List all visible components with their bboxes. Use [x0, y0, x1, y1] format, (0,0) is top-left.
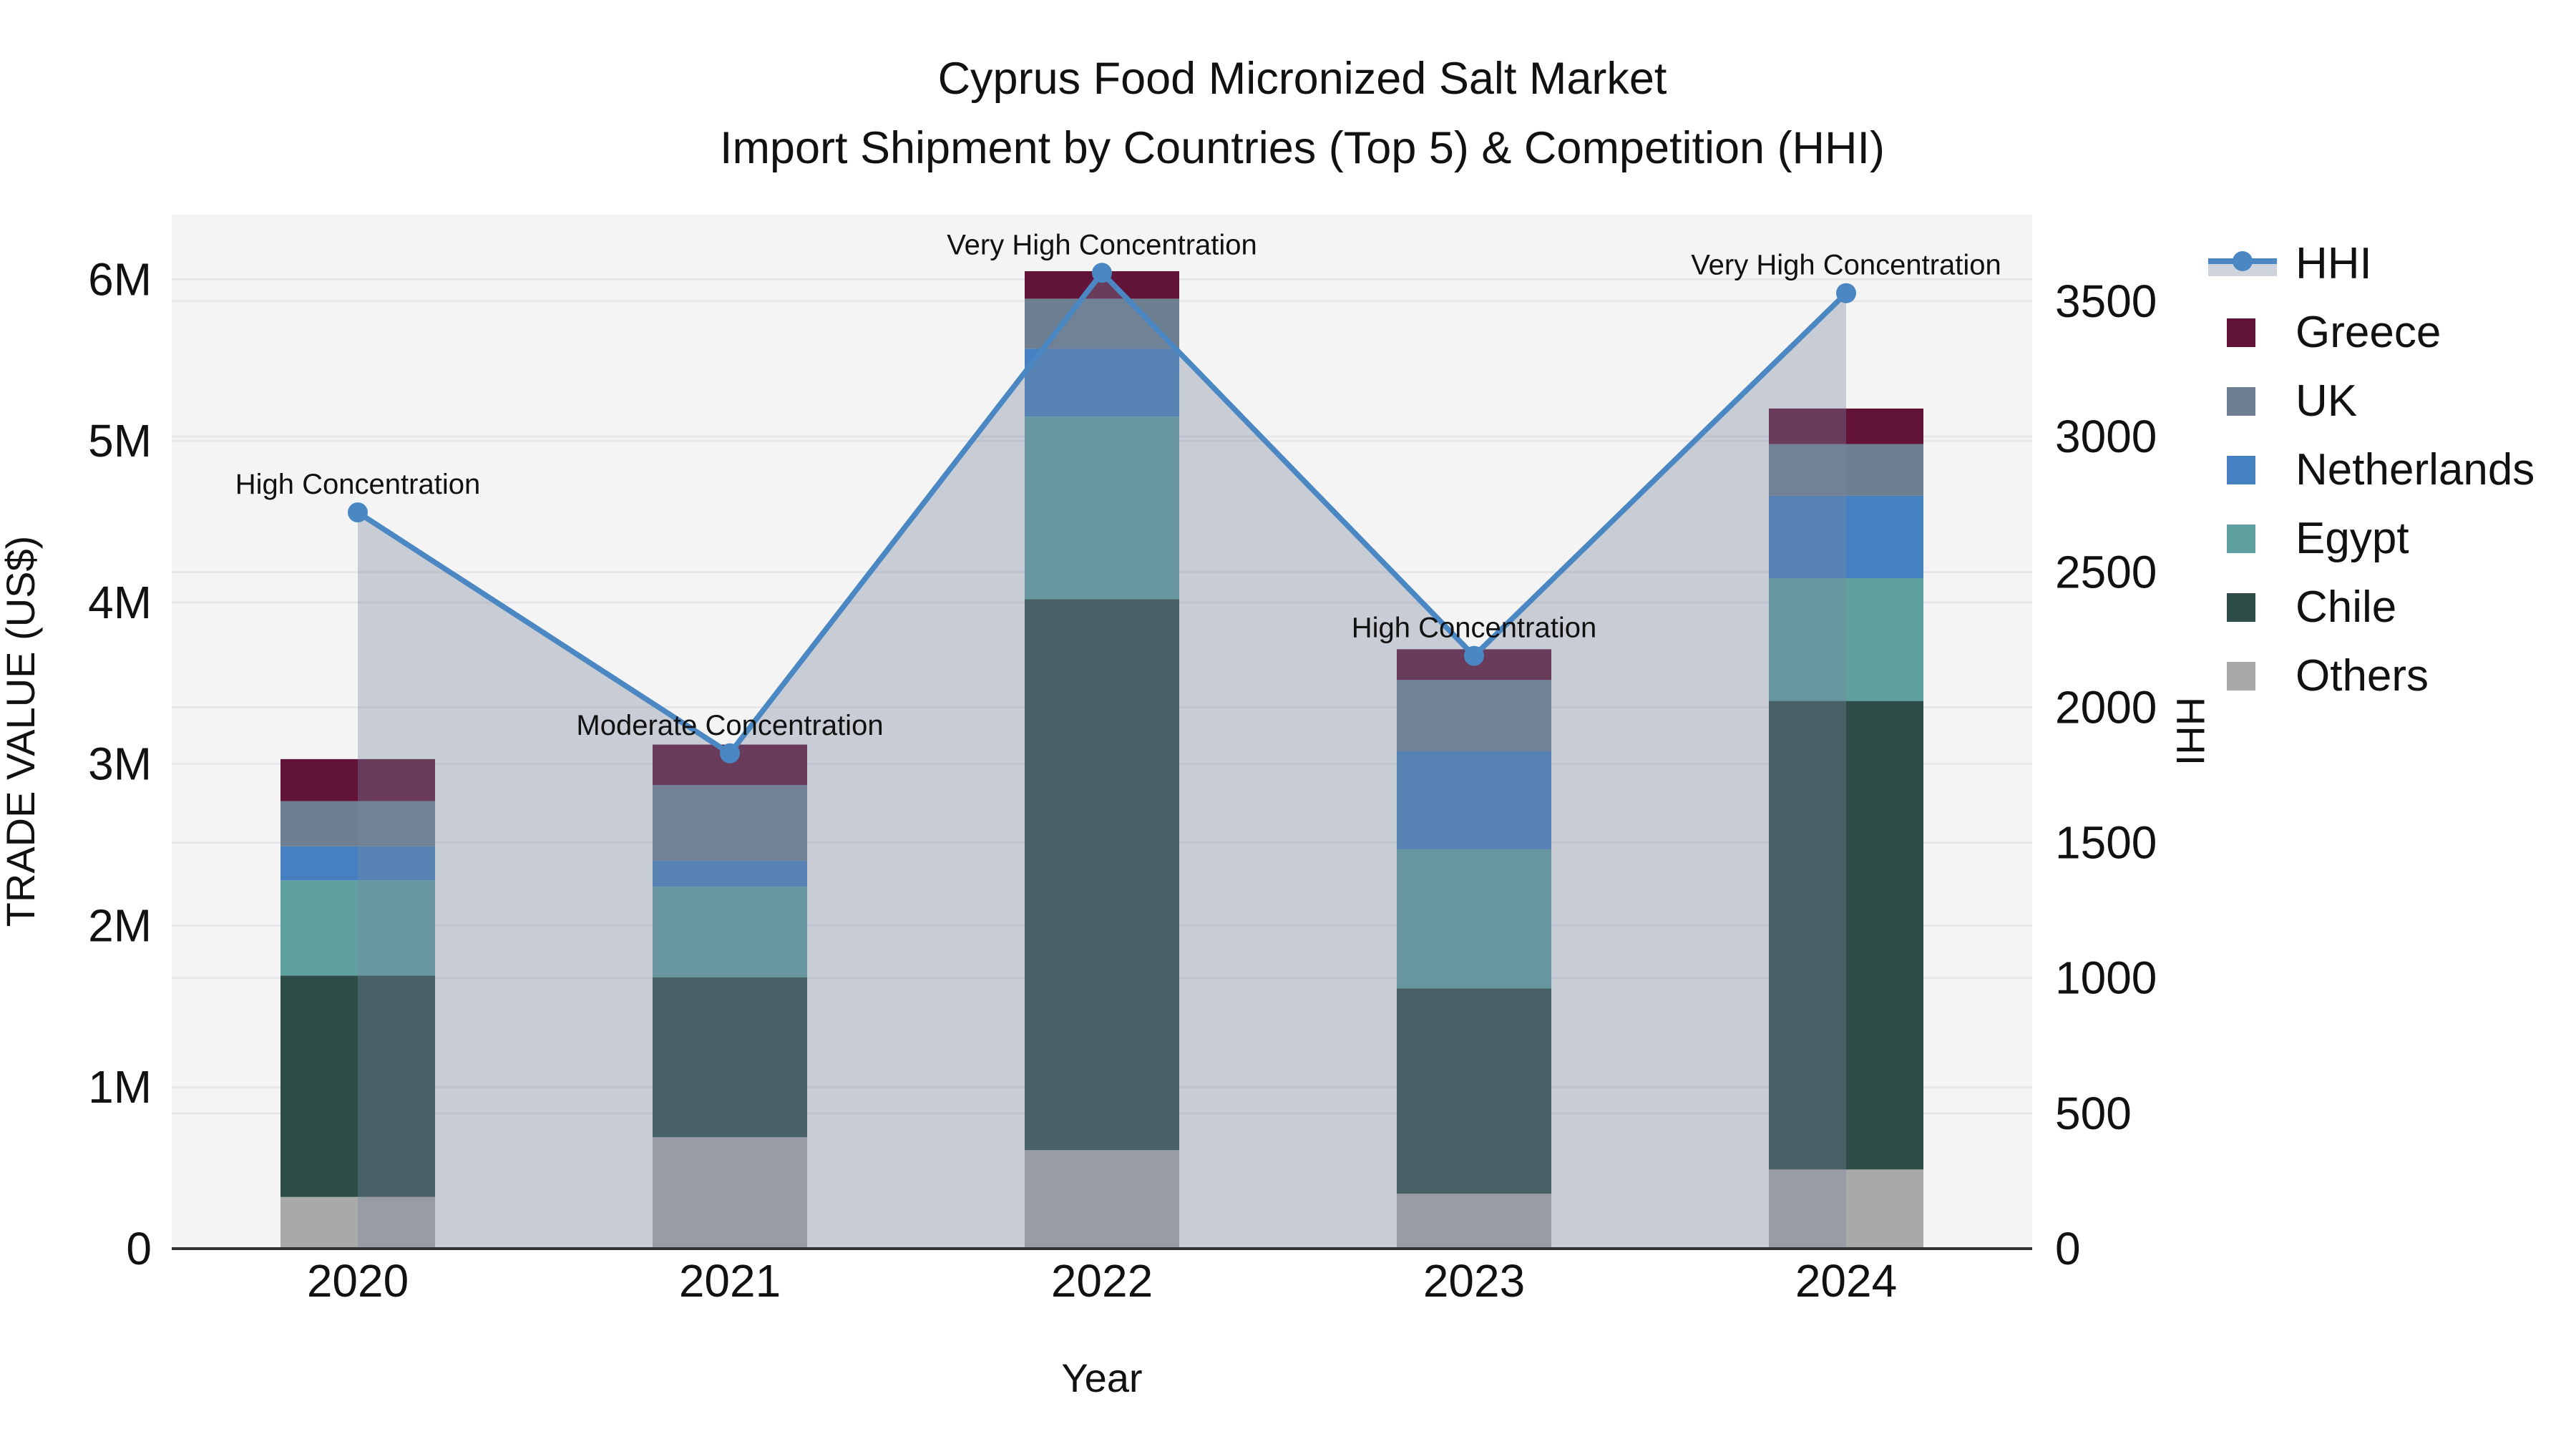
- annotation-label: High Concentration: [235, 469, 480, 500]
- legend-color-patch: [2227, 593, 2255, 622]
- bar-segment-uk: [653, 785, 807, 862]
- hhi-markers-layer: [348, 263, 1856, 763]
- bar-segment-egypt: [653, 887, 807, 977]
- legend-item-label: Chile: [2296, 582, 2397, 632]
- legend-item-label: UK: [2296, 376, 2358, 426]
- legend-color-patch: [2227, 387, 2255, 416]
- legend-item-others: Others: [2208, 641, 2534, 710]
- legend-color-patch: [2227, 318, 2255, 347]
- annotation-label: Moderate Concentration: [576, 710, 883, 741]
- y-tick-right: 2000: [2055, 681, 2157, 733]
- y-tick-right: 3500: [2055, 275, 2157, 327]
- annotation-label: Very High Concentration: [1691, 250, 2001, 281]
- bar-segment-netherlands: [653, 861, 807, 887]
- tick-labels-layer: 0 1M 2M 3M 4M 5M 6M 0 500 1000 1500 2000 2500 3000 350…: [88, 253, 2157, 1307]
- bar-segment-chile: [280, 975, 435, 1197]
- bar-segment-others: [280, 1196, 435, 1249]
- bar-segment-egypt: [1769, 578, 1923, 701]
- chart-title: Cyprus Food Micronized Salt Market Impor…: [0, 44, 2576, 183]
- x-tick-year: 2022: [1051, 1255, 1153, 1307]
- legend-item-label: HHI: [2296, 238, 2372, 288]
- legend-swatch: [2208, 660, 2277, 691]
- bar-segment-chile: [653, 977, 807, 1138]
- bar-segment-others: [1025, 1150, 1179, 1249]
- bar-segment-netherlands: [1025, 348, 1179, 417]
- y-tick-right: 2500: [2055, 546, 2157, 597]
- y-tick-right: 1000: [2055, 952, 2157, 1004]
- annotation-label: Very High Concentration: [947, 229, 1257, 260]
- legend-item-netherlands: Netherlands: [2208, 435, 2534, 504]
- legend-swatch: [2208, 522, 2277, 554]
- y-tick-left: 1M: [88, 1061, 152, 1113]
- bar-segment-others: [1397, 1194, 1551, 1249]
- y-tick-left: 4M: [88, 577, 152, 628]
- legend-swatch: [2208, 385, 2277, 416]
- legend: HHI Greece UK Netherlands Egypt Chile Others: [2208, 229, 2534, 710]
- y-tick-right: 500: [2055, 1088, 2132, 1139]
- chart-title-line1: Cyprus Food Micronized Salt Market: [937, 54, 1667, 104]
- bar-segment-egypt: [280, 880, 435, 976]
- legend-item-label: Egypt: [2296, 513, 2409, 563]
- legend-item-uk: UK: [2208, 366, 2534, 435]
- legend-swatch: [2208, 591, 2277, 623]
- legend-item-hhi: HHI: [2208, 229, 2534, 298]
- bar-segment-others: [653, 1137, 807, 1249]
- y-tick-left: 0: [126, 1223, 152, 1274]
- x-tick-year: 2021: [679, 1255, 781, 1307]
- legend-item-egypt: Egypt: [2208, 504, 2534, 572]
- x-tick-year: 2020: [307, 1255, 409, 1307]
- hhi-area: [358, 273, 1846, 1249]
- legend-item-label: Others: [2296, 650, 2429, 701]
- y-tick-left: 6M: [88, 253, 152, 305]
- hhi-marker: [1464, 645, 1484, 666]
- bar-segment-egypt: [1397, 849, 1551, 989]
- x-axis-label: Year: [1061, 1355, 1142, 1400]
- bar-segment-netherlands: [1397, 751, 1551, 850]
- bar-segment-greece: [1769, 408, 1923, 444]
- hhi-marker: [1836, 283, 1856, 303]
- bar-segment-chile: [1397, 988, 1551, 1194]
- bar-segment-egypt: [1025, 416, 1179, 600]
- x-tick-year: 2023: [1423, 1255, 1525, 1307]
- chart-title-line2: Import Shipment by Countries (Top 5) & C…: [719, 123, 1885, 173]
- legend-color-patch: [2227, 525, 2255, 553]
- bar-segment-chile: [1769, 701, 1923, 1170]
- hhi-marker-swatch: [2233, 251, 2253, 271]
- legend-item-label: Netherlands: [2296, 444, 2535, 494]
- bar-segment-greece: [280, 758, 435, 801]
- legend-color-patch: [2227, 456, 2255, 484]
- annotations-layer: High Concentration Moderate Concentration…: [235, 229, 2001, 741]
- hhi-line-swatch: [2208, 248, 2277, 279]
- y-axis-label-right: HHI: [2168, 697, 2213, 766]
- legend-swatch: [2208, 454, 2277, 485]
- hhi-marker: [1092, 263, 1112, 283]
- legend-swatch: [2208, 316, 2277, 348]
- y-tick-left: 3M: [88, 738, 152, 790]
- annotation-label: High Concentration: [1352, 613, 1596, 644]
- bar-segment-uk: [280, 801, 435, 847]
- y-tick-left: 2M: [88, 899, 152, 951]
- legend-item-greece: Greece: [2208, 298, 2534, 366]
- hhi-marker: [720, 743, 740, 763]
- legend-item-chile: Chile: [2208, 572, 2534, 641]
- y-axis-label-left: TRADE VALUE (US$): [0, 536, 43, 927]
- hhi-area-layer: [358, 273, 1846, 1249]
- bar-segment-netherlands: [1769, 495, 1923, 579]
- x-tick-year: 2024: [1795, 1255, 1897, 1307]
- y-tick-left: 5M: [88, 415, 152, 467]
- y-tick-right: 0: [2055, 1223, 2081, 1274]
- bar-segment-uk: [1769, 444, 1923, 496]
- bars-layer: [280, 271, 1923, 1249]
- bar-segment-others: [1769, 1169, 1923, 1249]
- y-tick-right: 3000: [2055, 411, 2157, 462]
- bar-segment-netherlands: [280, 846, 435, 881]
- hhi-marker: [348, 502, 368, 523]
- legend-item-label: Greece: [2296, 307, 2441, 357]
- bar-segment-uk: [1397, 680, 1551, 751]
- y-tick-right: 1500: [2055, 817, 2157, 869]
- legend-color-patch: [2227, 662, 2255, 691]
- bar-segment-chile: [1025, 599, 1179, 1151]
